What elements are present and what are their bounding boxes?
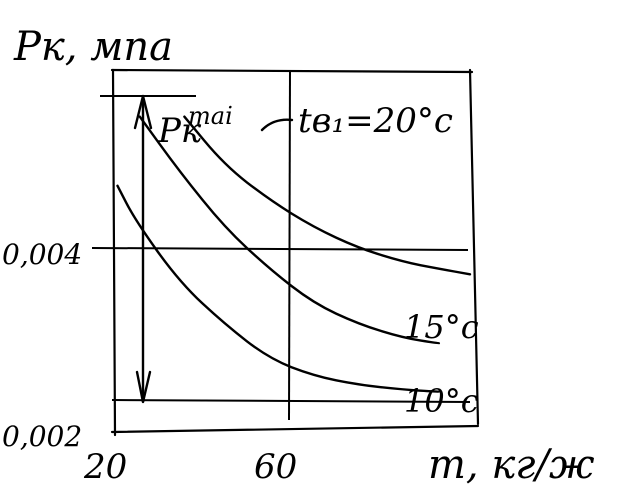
- pk-marker: [133, 94, 294, 404]
- series-line-2: [116, 184, 440, 393]
- chart-frame: [110, 68, 480, 437]
- grid-line-002: [111, 399, 471, 403]
- grid-line-004: [91, 247, 469, 251]
- series-line-0: [183, 115, 472, 276]
- marker-arrow-up: [133, 95, 153, 130]
- marker-label: Pк: [157, 111, 202, 151]
- y-tick-label-002: 0,002: [2, 420, 82, 453]
- temperature-label-20: tв₁=20°c: [298, 101, 453, 141]
- frame-right: [468, 68, 480, 426]
- series-layer: [116, 115, 472, 393]
- marker-superscript: таі: [188, 102, 233, 130]
- y-axis-label: Pк, мпа: [13, 24, 173, 70]
- series-line-1: [138, 115, 440, 345]
- x-axis-label: m, кг/ж: [428, 442, 595, 488]
- x-tick-label-60: 60: [254, 447, 297, 487]
- frame-top: [110, 68, 474, 74]
- series-label-15: 15°c: [404, 308, 479, 346]
- frame-bottom: [110, 424, 480, 434]
- series-label-10: 10°c: [404, 382, 479, 420]
- frame-left: [111, 68, 117, 437]
- marker-arrow-down: [135, 370, 152, 403]
- label-leader: [260, 118, 294, 132]
- x-tick-label-20: 20: [83, 447, 127, 487]
- grid-line-x60: [288, 69, 291, 421]
- y-tick-label-004: 0,004: [2, 238, 82, 271]
